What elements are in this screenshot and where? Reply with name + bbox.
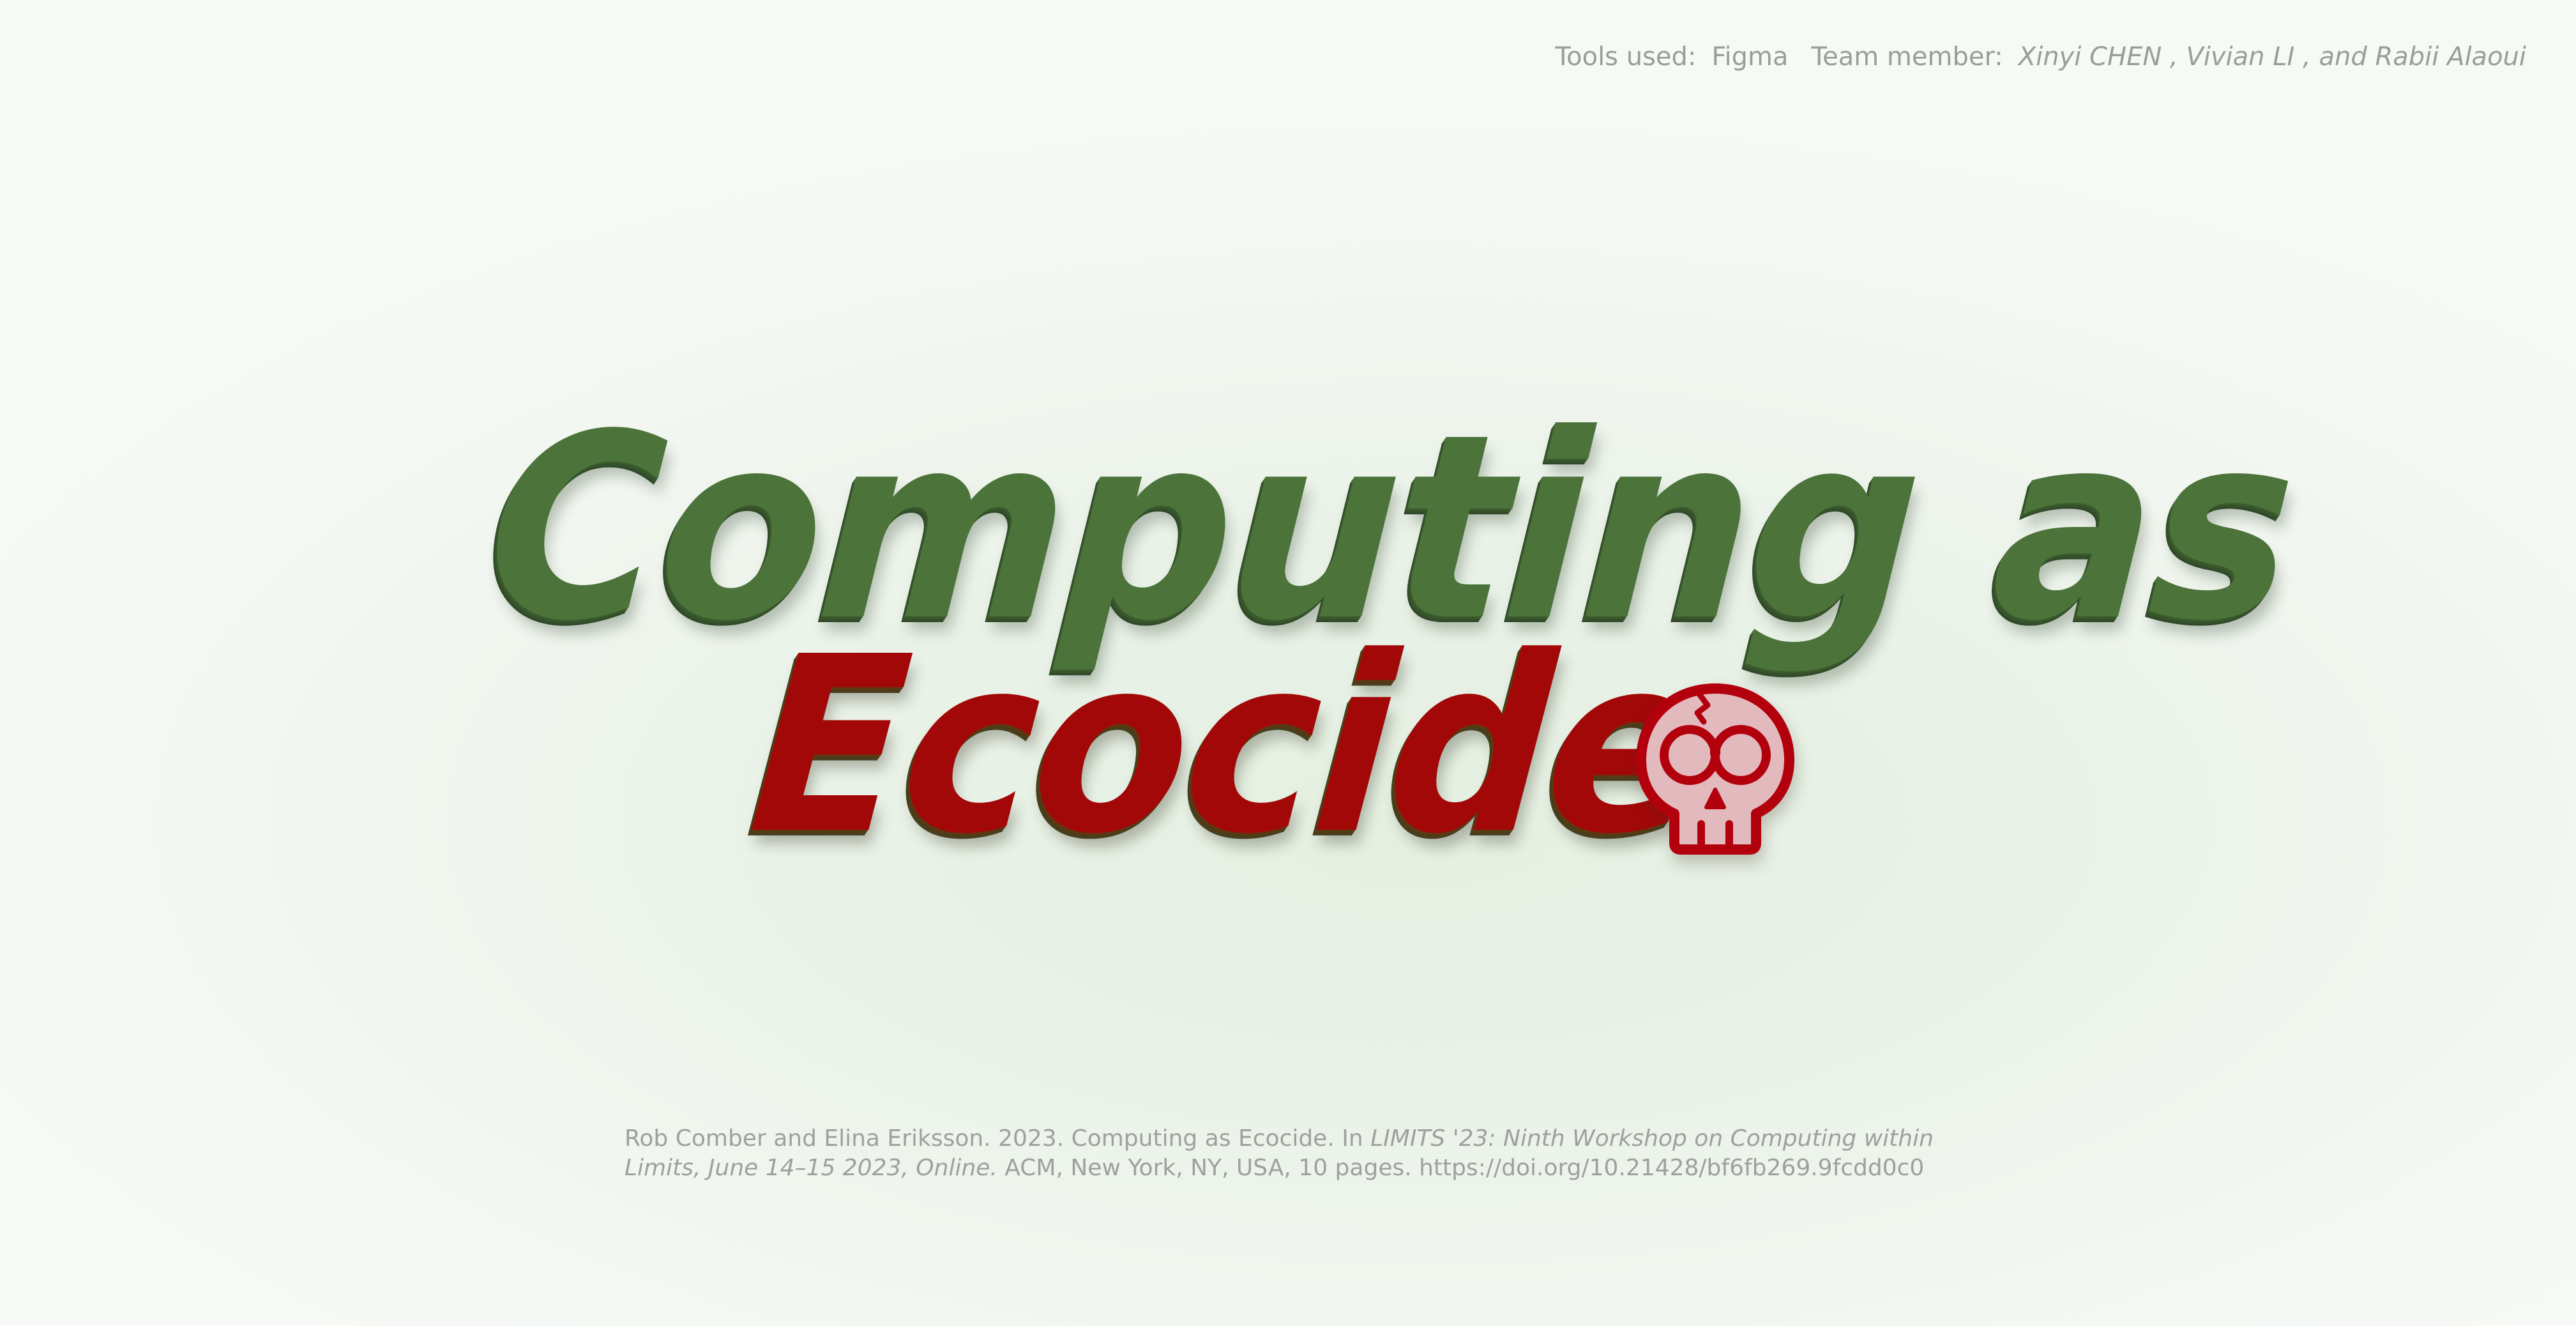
credits-bar: Tools used: Figma Team member: Xinyi CHE…: [1555, 42, 2526, 72]
citation-venue: LIMITS '23: Ninth Workshop on Computing …: [625, 1125, 1934, 1181]
tools-label: Tools used:: [1555, 42, 1697, 72]
citation: Rob Comber and Elina Eriksson. 2023. Com…: [625, 1124, 1991, 1183]
team-label: Team member:: [1811, 42, 2003, 72]
title-line-2: Ecocide: [742, 604, 1709, 887]
team-members: Xinyi CHEN , Vivian LI , and Rabii Alaou…: [2018, 42, 2526, 72]
tools-value: Figma: [1711, 42, 1789, 72]
citation-publisher: ACM, New York, NY, USA, 10 pages. https:…: [997, 1155, 1925, 1181]
citation-authors: Rob Comber and Elina Eriksson. 2023. Com…: [625, 1125, 1371, 1152]
skull-icon: [1636, 683, 1794, 855]
